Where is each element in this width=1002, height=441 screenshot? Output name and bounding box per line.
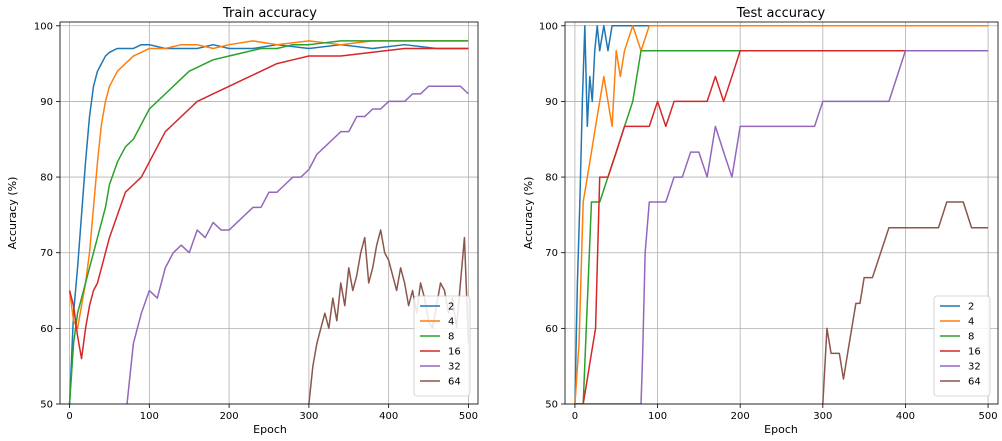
x-axis-label: Epoch bbox=[764, 423, 798, 436]
series-line-32 bbox=[574, 49, 989, 404]
chart-title: Train accuracy bbox=[222, 6, 317, 21]
x-tick-label: 100 bbox=[648, 411, 667, 422]
chart-title: Test accuracy bbox=[736, 6, 826, 21]
legend-label-2: 2 bbox=[448, 302, 454, 313]
legend-label-4: 4 bbox=[968, 317, 974, 328]
y-tick-label: 50 bbox=[40, 400, 53, 411]
x-axis-label: Epoch bbox=[253, 423, 287, 436]
y-tick-label: 80 bbox=[40, 173, 53, 184]
series-line-4 bbox=[68, 40, 469, 330]
legend-label-64: 64 bbox=[968, 377, 981, 388]
legend: 2 4 8 16 32 64 bbox=[933, 295, 991, 397]
x-tick-label: 100 bbox=[140, 411, 159, 422]
plot-frame bbox=[564, 21, 999, 405]
legend: 2 4 8 16 32 64 bbox=[413, 295, 471, 397]
x-tick-label: 500 bbox=[979, 411, 998, 422]
y-axis-label: Accuracy (%) bbox=[522, 177, 535, 250]
train-accuracy-panel: Train accuracy Epoch Accuracy (%) 0 100 20… bbox=[6, 6, 479, 436]
legend-label-64: 64 bbox=[448, 377, 461, 388]
legend-label-32: 32 bbox=[968, 362, 981, 373]
series-line-8 bbox=[68, 40, 469, 404]
series-line-64 bbox=[822, 201, 989, 404]
legend-label-16: 16 bbox=[968, 347, 981, 358]
y-tick-label: 70 bbox=[545, 248, 558, 259]
x-tick-label: 0 bbox=[66, 411, 72, 422]
y-tick-label: 70 bbox=[40, 248, 53, 259]
legend-label-2: 2 bbox=[968, 302, 974, 313]
series-line-16 bbox=[574, 49, 989, 404]
plot-frame bbox=[59, 21, 479, 405]
series-line-64 bbox=[308, 229, 470, 404]
y-tick-label: 60 bbox=[40, 324, 53, 335]
tick-layer: 0 100 200 300 400 500 50 60 70 80 90 100 bbox=[34, 21, 478, 422]
x-tick-label: 400 bbox=[379, 411, 398, 422]
legend-label-32: 32 bbox=[448, 362, 461, 373]
series-line-4 bbox=[574, 25, 989, 404]
x-tick-label: 400 bbox=[896, 411, 915, 422]
y-tick-label: 60 bbox=[545, 324, 558, 335]
y-axis-label: Accuracy (%) bbox=[6, 177, 19, 250]
legend-label-8: 8 bbox=[968, 332, 974, 343]
y-tick-label: 90 bbox=[40, 97, 53, 108]
x-tick-label: 500 bbox=[459, 411, 478, 422]
y-tick-label: 80 bbox=[545, 173, 558, 184]
legend-label-4: 4 bbox=[448, 317, 454, 328]
x-tick-label: 200 bbox=[220, 411, 239, 422]
x-tick-label: 300 bbox=[299, 411, 318, 422]
tick-layer: 0 100 200 300 400 500 50 60 70 80 90 100 bbox=[539, 21, 998, 422]
series-layer bbox=[68, 40, 470, 404]
legend-label-8: 8 bbox=[448, 332, 454, 343]
legend-label-16: 16 bbox=[448, 347, 461, 358]
x-tick-label: 0 bbox=[572, 411, 578, 422]
series-layer bbox=[574, 25, 989, 404]
x-tick-label: 300 bbox=[813, 411, 832, 422]
series-line-32 bbox=[126, 85, 469, 404]
series-line-2 bbox=[68, 43, 469, 404]
y-tick-label: 100 bbox=[539, 21, 558, 32]
y-tick-label: 100 bbox=[34, 21, 53, 32]
x-tick-label: 200 bbox=[731, 411, 750, 422]
series-line-16 bbox=[68, 47, 469, 360]
y-tick-label: 90 bbox=[545, 97, 558, 108]
y-tick-label: 50 bbox=[545, 400, 558, 411]
test-accuracy-panel: Test accuracy Epoch Accuracy (%) 0 100 200… bbox=[522, 6, 999, 436]
